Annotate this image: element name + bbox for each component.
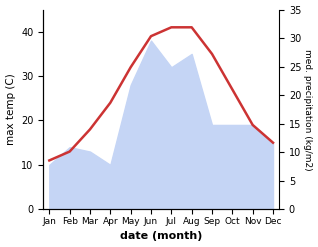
X-axis label: date (month): date (month) xyxy=(120,231,202,242)
Y-axis label: med. precipitation (kg/m2): med. precipitation (kg/m2) xyxy=(303,49,313,170)
Y-axis label: max temp (C): max temp (C) xyxy=(5,74,16,145)
